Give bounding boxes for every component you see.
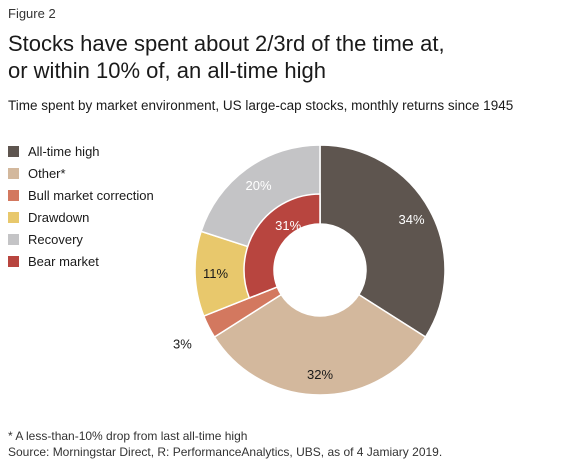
legend-label: All-time high bbox=[28, 143, 100, 159]
legend-item-all-time-high: All-time high bbox=[8, 140, 154, 162]
legend-swatch bbox=[8, 189, 19, 201]
figure-label: Figure 2 bbox=[8, 6, 56, 21]
legend-label: Drawdown bbox=[28, 209, 90, 225]
legend-item-other: Other* bbox=[8, 162, 154, 184]
chart-title: Stocks have spent about 2/3rd of the tim… bbox=[8, 30, 563, 84]
legend-swatch bbox=[8, 233, 19, 245]
legend-label: Other* bbox=[28, 165, 66, 181]
chart-legend: All-time high Other* Bull market correctio… bbox=[8, 140, 154, 272]
legend-item-drawdown: Drawdown bbox=[8, 206, 154, 228]
legend-swatch bbox=[8, 211, 19, 223]
data-label-other: 32% bbox=[307, 367, 333, 382]
chart-title-line-2: or within 10% of, an all-time high bbox=[8, 58, 326, 83]
slice-all-time-high bbox=[319, 144, 446, 339]
legend-label: Recovery bbox=[28, 231, 83, 247]
chart-title-line-1: Stocks have spent about 2/3rd of the tim… bbox=[8, 31, 445, 56]
data-label-recovery: 20% bbox=[246, 178, 272, 193]
legend-swatch bbox=[8, 145, 19, 157]
data-label-all-time-high: 34% bbox=[399, 212, 425, 227]
data-label-bear-market: 31% bbox=[275, 218, 301, 233]
legend-swatch bbox=[8, 167, 19, 179]
slice-bear-market bbox=[243, 193, 321, 299]
legend-label: Bull market correction bbox=[28, 187, 154, 203]
legend-item-bear-market: Bear market bbox=[8, 250, 154, 272]
source-note: Source: Morningstar Direct, R: Performan… bbox=[8, 445, 443, 459]
legend-item-bull-market-correction: Bull market correction bbox=[8, 184, 154, 206]
slice-other bbox=[213, 293, 427, 396]
data-label-bull-market-correction: 3% bbox=[173, 337, 192, 352]
footnote: * A less-than-10% drop from last all-tim… bbox=[8, 429, 248, 443]
data-label-drawdown: 11% bbox=[203, 266, 228, 281]
legend-item-recovery: Recovery bbox=[8, 228, 154, 250]
chart-subtitle: Time spent by market environment, US lar… bbox=[8, 98, 514, 113]
legend-label: Bear market bbox=[28, 253, 99, 269]
legend-swatch bbox=[8, 255, 19, 267]
